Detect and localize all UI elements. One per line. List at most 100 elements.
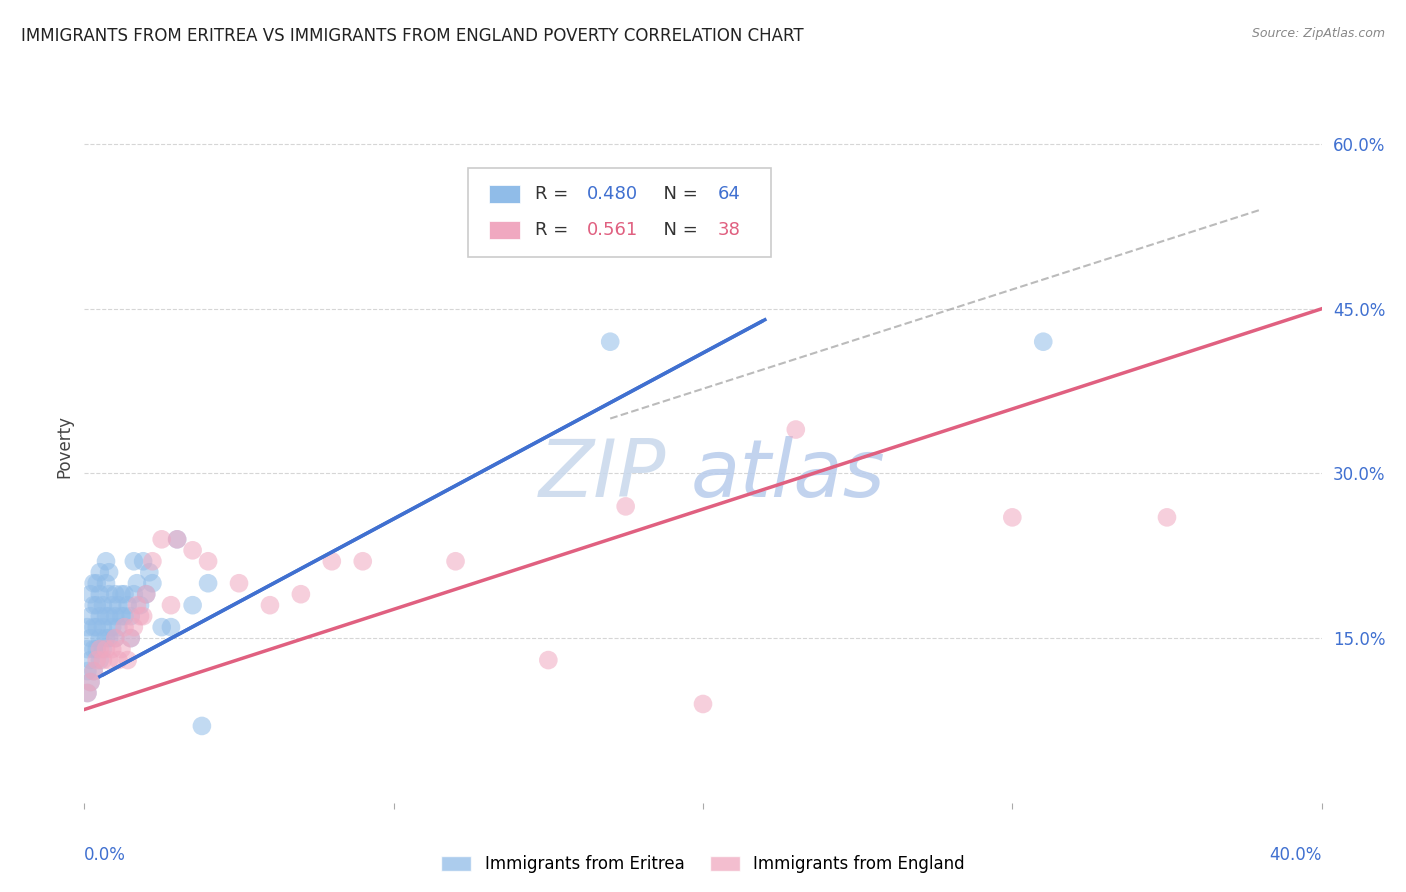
Text: IMMIGRANTS FROM ERITREA VS IMMIGRANTS FROM ENGLAND POVERTY CORRELATION CHART: IMMIGRANTS FROM ERITREA VS IMMIGRANTS FR… [21, 27, 804, 45]
Point [83, 576, 105, 591]
Point [129, 598, 152, 612]
Point [98, 587, 121, 601]
Legend: Immigrants from Eritrea, Immigrants from England: Immigrants from Eritrea, Immigrants from… [434, 849, 972, 880]
Point [79, 587, 101, 601]
Point [79, 675, 101, 690]
Point [290, 587, 312, 601]
Point [181, 598, 204, 612]
Point [141, 554, 163, 568]
Point [89, 609, 111, 624]
FancyBboxPatch shape [489, 186, 520, 203]
Point [83, 620, 105, 634]
Point [150, 533, 173, 547]
Point [86, 598, 108, 612]
Point [110, 609, 132, 624]
Point [107, 653, 129, 667]
Point [107, 598, 129, 612]
Point [132, 609, 155, 624]
Point [104, 631, 127, 645]
Point [125, 576, 148, 591]
Point [98, 631, 121, 645]
Point [79, 609, 101, 624]
Text: 0.0%: 0.0% [84, 846, 127, 863]
Point [120, 609, 142, 624]
Point [83, 598, 105, 612]
Point [91, 598, 114, 612]
Point [537, 653, 560, 667]
Point [135, 587, 157, 601]
Point [94, 631, 117, 645]
Point [86, 653, 108, 667]
Point [117, 598, 139, 612]
Point [104, 631, 127, 645]
Point [352, 554, 374, 568]
Point [94, 576, 117, 591]
Point [110, 642, 132, 657]
Point [76, 642, 98, 657]
Point [114, 587, 136, 601]
Point [86, 576, 108, 591]
Point [76, 686, 98, 700]
Text: Source: ZipAtlas.com: Source: ZipAtlas.com [1251, 27, 1385, 40]
Text: N =: N = [652, 221, 704, 239]
Text: 0.480: 0.480 [586, 186, 638, 203]
Point [86, 642, 108, 657]
Point [104, 609, 127, 624]
Point [107, 620, 129, 634]
Text: 64: 64 [718, 186, 741, 203]
Point [135, 587, 157, 601]
Point [91, 653, 114, 667]
Text: 0.561: 0.561 [586, 221, 638, 239]
Point [1156, 510, 1178, 524]
Point [94, 642, 117, 657]
Point [76, 620, 98, 634]
Point [120, 631, 142, 645]
Point [138, 566, 160, 580]
Point [1001, 510, 1024, 524]
Point [122, 587, 145, 601]
Text: ZIP: ZIP [538, 435, 666, 514]
Point [1032, 334, 1054, 349]
Y-axis label: Poverty: Poverty [55, 415, 73, 477]
Point [101, 598, 124, 612]
Point [160, 620, 183, 634]
Point [599, 334, 621, 349]
Point [110, 587, 132, 601]
Point [114, 620, 136, 634]
Point [197, 554, 219, 568]
Point [79, 653, 101, 667]
Point [444, 554, 467, 568]
Point [91, 642, 114, 657]
Point [166, 533, 188, 547]
Point [120, 631, 142, 645]
Point [83, 664, 105, 678]
Text: atlas: atlas [690, 435, 886, 514]
Point [76, 686, 98, 700]
Point [89, 631, 111, 645]
Text: R =: R = [534, 221, 574, 239]
Point [785, 423, 807, 437]
Point [89, 642, 111, 657]
Point [228, 576, 250, 591]
Point [160, 598, 183, 612]
Point [79, 631, 101, 645]
Point [89, 587, 111, 601]
Point [94, 609, 117, 624]
Text: N =: N = [652, 186, 704, 203]
Point [132, 554, 155, 568]
Text: 40.0%: 40.0% [1270, 846, 1322, 863]
Point [86, 620, 108, 634]
Text: 38: 38 [718, 221, 741, 239]
Point [150, 620, 173, 634]
Point [94, 554, 117, 568]
Point [89, 566, 111, 580]
Point [91, 620, 114, 634]
Point [321, 554, 343, 568]
Point [83, 642, 105, 657]
Point [101, 620, 124, 634]
Point [122, 554, 145, 568]
Point [117, 653, 139, 667]
Point [89, 653, 111, 667]
Point [141, 576, 163, 591]
Point [614, 500, 637, 514]
